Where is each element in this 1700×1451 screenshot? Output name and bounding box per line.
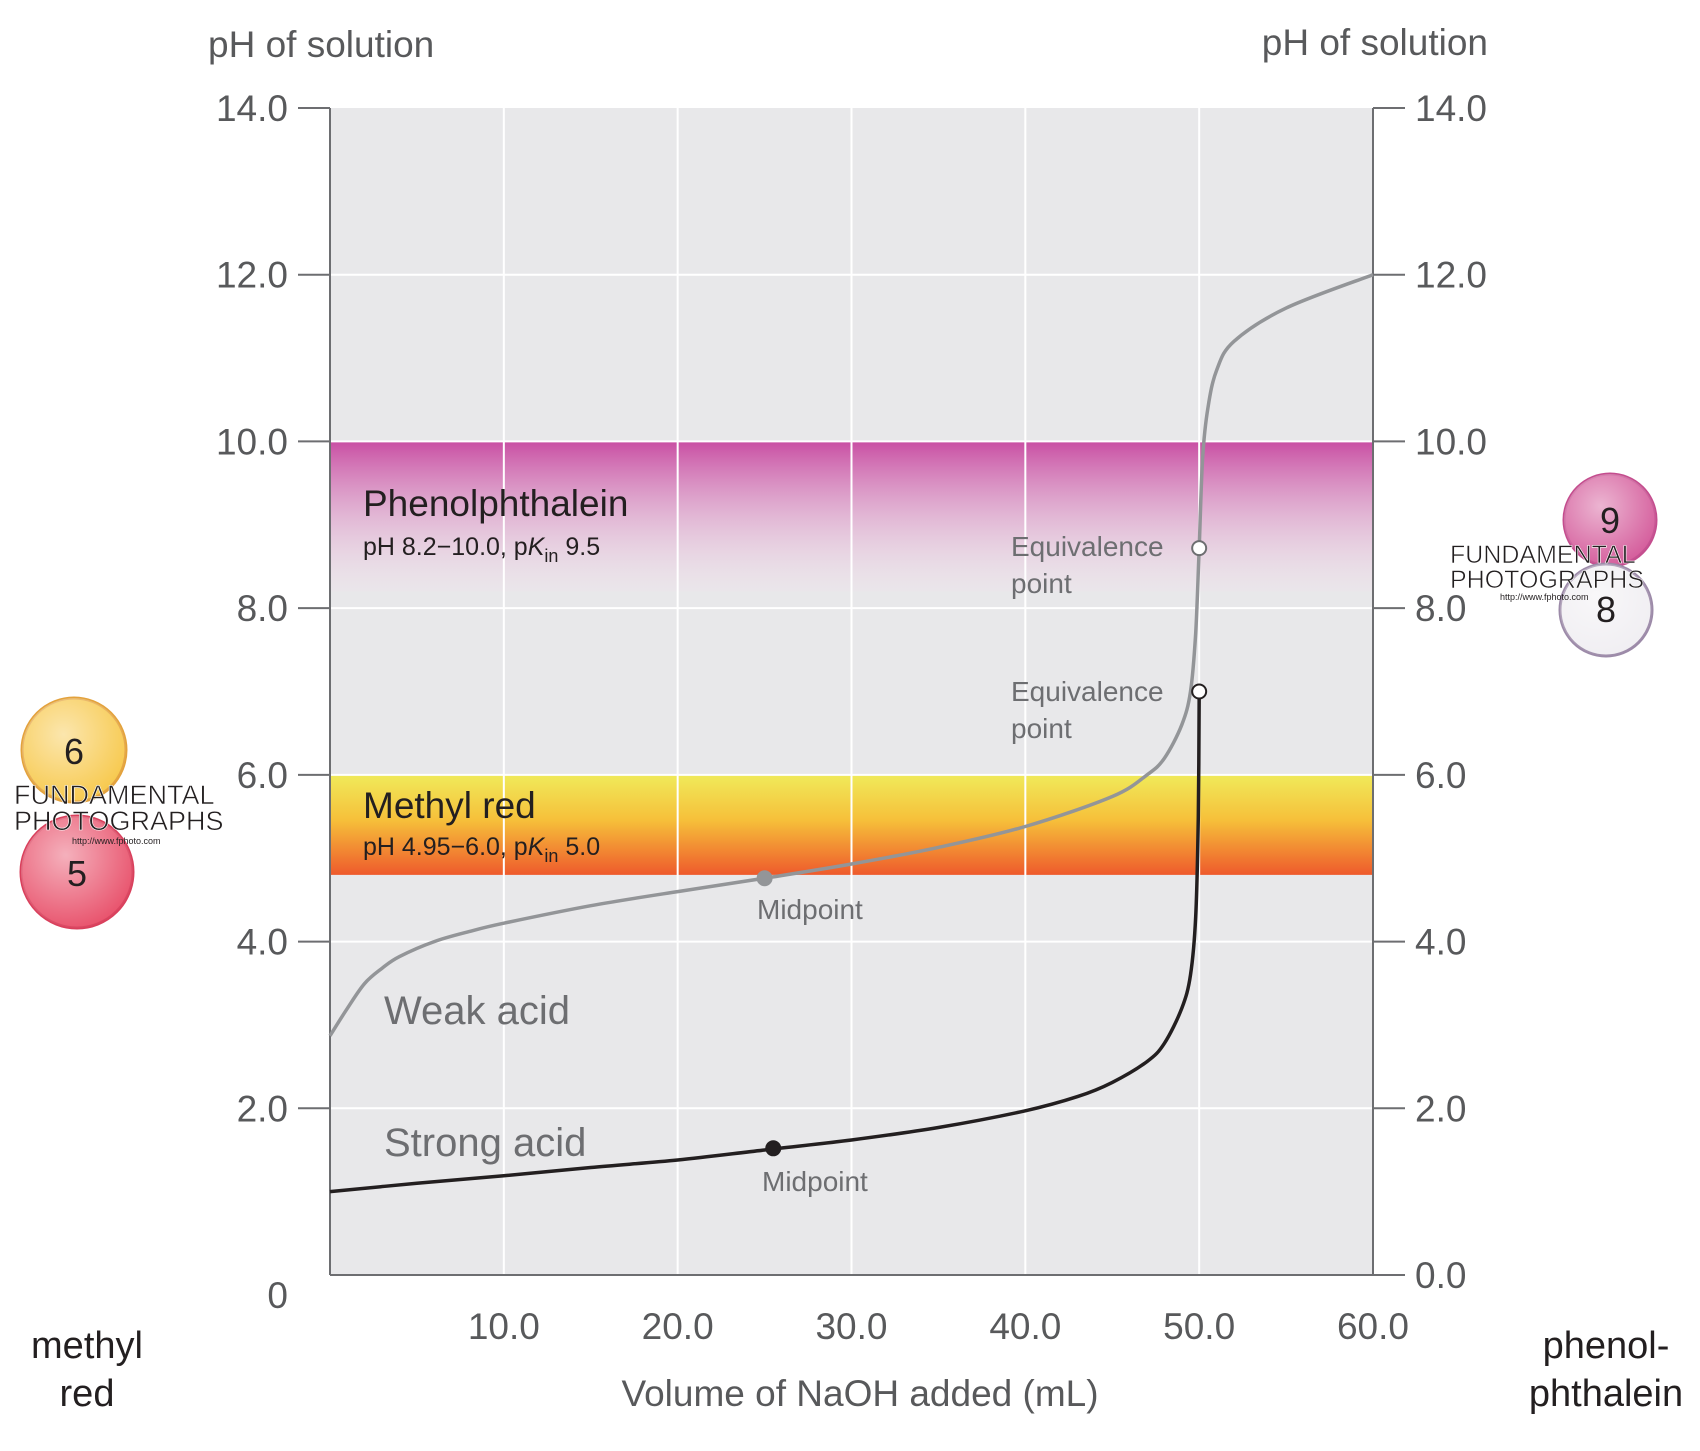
axes bbox=[298, 107, 1405, 1276]
strong-acid-curve bbox=[329, 691, 1201, 1194]
y-tick-label-left: 0 bbox=[267, 1275, 288, 1316]
y-axis-title-right: pH of solution bbox=[1262, 22, 1488, 63]
y-tick-label-right: 4.0 bbox=[1415, 922, 1466, 963]
x-tick-label: 60.0 bbox=[1337, 1306, 1409, 1347]
y-tick-label-left: 4.0 bbox=[237, 922, 288, 963]
y-tick-label-left: 12.0 bbox=[216, 255, 288, 296]
y-tick-labels-left: 0 2.0 4.0 6.0 8.0 10.0 12.0 14.0 bbox=[216, 88, 288, 1316]
point-midpoint bbox=[756, 870, 773, 887]
x-tick-label: 40.0 bbox=[989, 1306, 1061, 1347]
x-axis-title: Volume of NaOH added (mL) bbox=[621, 1373, 1098, 1414]
methyl-red-axis-label-2: red bbox=[60, 1373, 115, 1415]
methyl-red-swatches: 6 5 FUNDAMENTAL PHOTOGRAPHS http://www.f… bbox=[14, 696, 224, 930]
y-tick-label-right: 10.0 bbox=[1415, 421, 1487, 462]
weak-midpoint-label: Midpoint bbox=[757, 894, 863, 925]
watermark-right-3: http://www.fphoto.com bbox=[1500, 592, 1589, 602]
y-tick-labels-right: 0.0 2.0 4.0 6.0 8.0 10.0 12.0 14.0 bbox=[1415, 88, 1487, 1296]
methyl-red-axis-label-1: methyl bbox=[31, 1325, 143, 1367]
x-tick-label: 10.0 bbox=[468, 1306, 540, 1347]
strong-equivalence-label-2: point bbox=[1011, 713, 1072, 744]
weak-equivalence-label-2: point bbox=[1011, 568, 1072, 599]
curve-points bbox=[756, 540, 1208, 1157]
point-midpoint bbox=[765, 1140, 782, 1157]
y-tick-label-left: 8.0 bbox=[237, 588, 288, 629]
watermark-left-2: PHOTOGRAPHS bbox=[14, 806, 224, 836]
y-tick-label-right: 12.0 bbox=[1415, 255, 1487, 296]
x-tick-label: 20.0 bbox=[642, 1306, 714, 1347]
weak-acid-label: Weak acid bbox=[384, 989, 570, 1033]
weak-equivalence-label: Equivalence bbox=[1011, 531, 1164, 562]
y-tick-label-left: 14.0 bbox=[216, 88, 288, 129]
phenolphthalein-swatches: 9 8 FUNDAMENTAL PHOTOGRAPHS http://www.f… bbox=[1450, 472, 1658, 658]
point-equivalence-point bbox=[1191, 683, 1208, 700]
watermark-right-1: FUNDAMENTAL bbox=[1450, 541, 1636, 569]
swatch-ph9-value: 9 bbox=[1600, 500, 1620, 541]
y-tick-label-right: 6.0 bbox=[1415, 755, 1466, 796]
strong-midpoint-label: Midpoint bbox=[762, 1166, 868, 1197]
x-tick-label: 30.0 bbox=[815, 1306, 887, 1347]
y-tick-label-right: 8.0 bbox=[1415, 588, 1466, 629]
strong-equivalence-label: Equivalence bbox=[1011, 676, 1164, 707]
phenolphthalein-range-label: pH 8.2−10.0, pKin 9.5 bbox=[363, 533, 600, 566]
y-tick-label-right: 0.0 bbox=[1415, 1255, 1466, 1296]
swatch-ph6-value: 6 bbox=[64, 731, 84, 772]
phenolphthalein-label: Phenolphthalein bbox=[363, 483, 628, 524]
x-tick-label: 50.0 bbox=[1163, 1306, 1235, 1347]
watermark-left-1: FUNDAMENTAL bbox=[14, 780, 215, 810]
swatch-ph5-value: 5 bbox=[67, 853, 87, 894]
watermark-left-3: http://www.fphoto.com bbox=[72, 836, 161, 846]
phenolphthalein-axis-label-2: phthalein bbox=[1529, 1373, 1683, 1415]
point-equivalence-point bbox=[1191, 540, 1208, 557]
strong-acid-label: Strong acid bbox=[384, 1121, 586, 1165]
methyl-red-range-label: pH 4.95−6.0, pKin 5.0 bbox=[363, 833, 600, 866]
y-tick-label-right: 2.0 bbox=[1415, 1088, 1466, 1129]
y-tick-label-left: 10.0 bbox=[216, 421, 288, 462]
methyl-red-label: Methyl red bbox=[363, 785, 536, 826]
phenolphthalein-axis-label-1: phenol- bbox=[1543, 1325, 1670, 1367]
y-tick-label-left: 2.0 bbox=[237, 1088, 288, 1129]
x-tick-labels: 10.0 20.0 30.0 40.0 50.0 60.0 bbox=[468, 1306, 1409, 1347]
watermark-right-2: PHOTOGRAPHS bbox=[1450, 566, 1644, 594]
swatch-ph8-value: 8 bbox=[1596, 589, 1616, 630]
y-axis-title-left: pH of solution bbox=[208, 24, 434, 65]
y-tick-label-left: 6.0 bbox=[237, 755, 288, 796]
weak-acid-curve bbox=[328, 273, 1374, 1037]
y-tick-label-right: 14.0 bbox=[1415, 88, 1487, 129]
